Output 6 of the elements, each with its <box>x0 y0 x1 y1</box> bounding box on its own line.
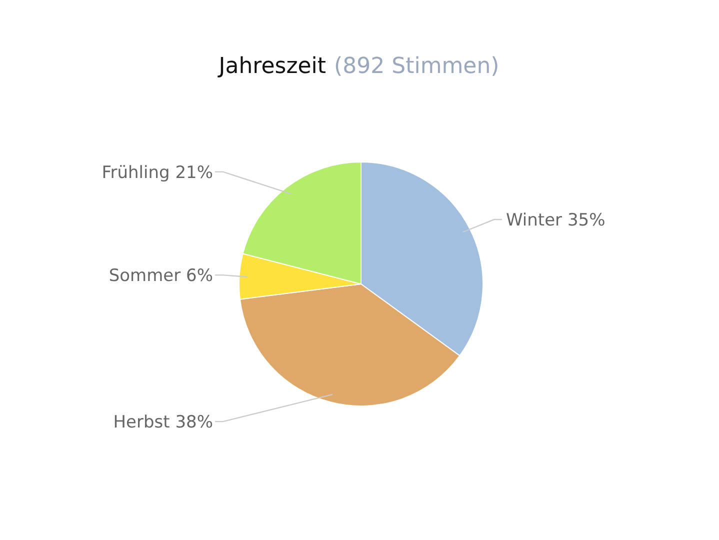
chart-subtitle: (892 Stimmen) <box>334 54 500 79</box>
slice-label: Herbst 38% <box>113 412 213 432</box>
slice-label: Frühling 21% <box>102 162 213 183</box>
slice-label: Winter 35% <box>506 210 606 230</box>
chart-title: Jahreszeit <box>216 54 326 79</box>
slice-label: Sommer 6% <box>108 266 213 286</box>
